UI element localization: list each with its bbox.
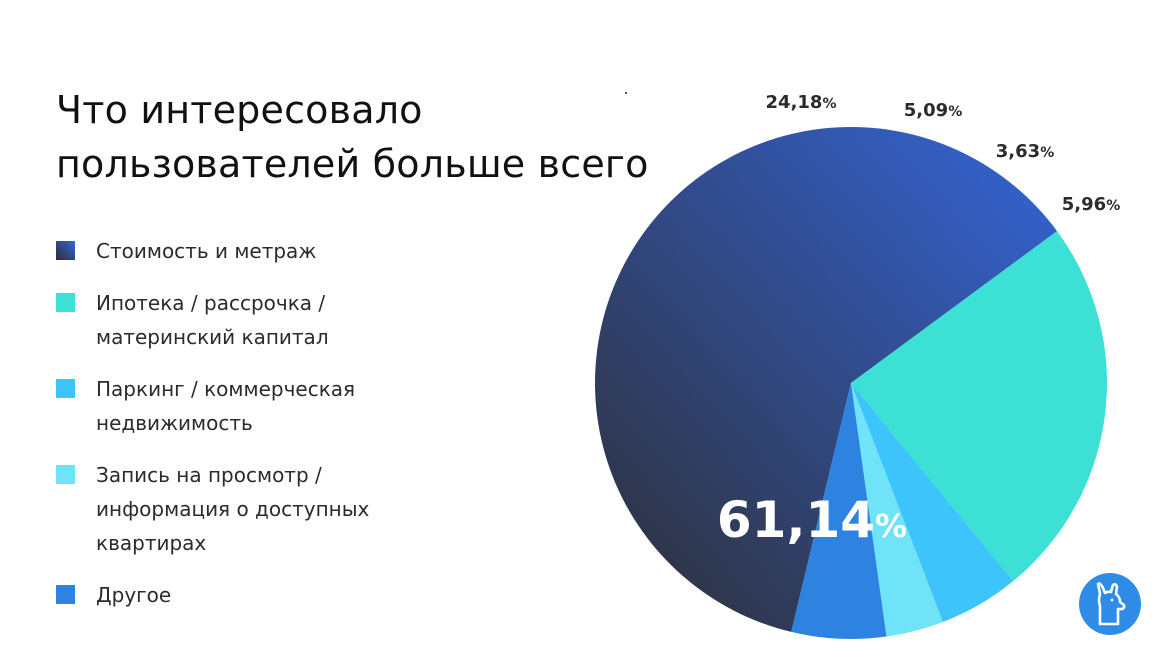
pie-slice-label: 3,63% — [996, 141, 1054, 162]
legend-label-line: Стоимость и метраж — [96, 239, 317, 263]
pie-slice-label: 61,14% — [717, 491, 907, 549]
stray-dot — [625, 92, 627, 94]
chart-title: Что интересовало пользователей больше вс… — [56, 83, 696, 191]
pie-slice-label: 24,18% — [766, 92, 837, 113]
legend-swatch — [56, 585, 75, 604]
legend-label-line: Другое — [96, 583, 172, 607]
legend-label: Другое — [96, 578, 416, 612]
legend-item: Паркинг / коммерческая недвижимость — [56, 372, 416, 440]
legend-label-line: Ипотека / рассрочка / — [96, 291, 326, 315]
pie-labels: 61,14% 24,18% 5,09% 3,63% 5,96% — [717, 92, 1120, 549]
legend-label-line: Паркинг / коммерческая — [96, 377, 356, 401]
legend-item: Запись на просмотр / информация о доступн… — [56, 458, 416, 560]
legend-label-line: информация о доступных — [96, 497, 370, 521]
legend-label: Запись на просмотр / информация о доступн… — [96, 458, 416, 560]
legend-swatch — [56, 293, 75, 312]
pie-slice — [791, 383, 887, 640]
legend-swatch — [56, 379, 75, 398]
pie-slices — [594, 127, 1107, 640]
legend-label-line: квартирах — [96, 531, 207, 555]
pie-slice — [851, 231, 1107, 581]
chart-title-line: Что интересовало — [56, 88, 423, 133]
pie-slice-label: 5,96% — [1062, 194, 1120, 215]
legend-label: Ипотека / рассрочка / материнский капитал — [96, 286, 416, 354]
legend-label-line: материнский капитал — [96, 325, 329, 349]
legend: Стоимость и метраж Ипотека / рассрочка / м… — [56, 234, 416, 630]
pie-slice — [851, 383, 1014, 622]
chart-title-line: пользователей больше всего — [56, 142, 649, 187]
pie-slice — [594, 127, 1058, 632]
pie-slice — [851, 383, 943, 637]
legend-label-line: недвижимость — [96, 411, 253, 435]
legend-swatch — [56, 241, 75, 260]
pie-slice-label: 5,09% — [904, 100, 962, 121]
legend-label: Стоимость и метраж — [96, 234, 416, 268]
legend-label-line: Запись на просмотр / — [96, 463, 322, 487]
llama-logo-icon — [1079, 573, 1141, 635]
legend-swatch — [56, 465, 75, 484]
legend-item: Ипотека / рассрочка / материнский капитал — [56, 286, 416, 354]
legend-label: Паркинг / коммерческая недвижимость — [96, 372, 416, 440]
legend-item: Стоимость и метраж — [56, 234, 416, 268]
legend-item: Другое — [56, 578, 416, 612]
